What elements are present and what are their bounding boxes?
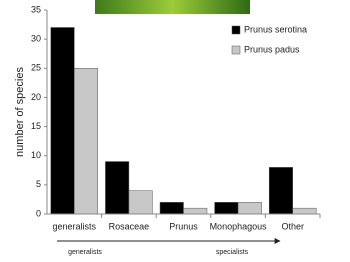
legend-swatch [232,26,240,34]
annotation: generalists [68,249,102,256]
header-image [95,0,250,14]
bar [184,208,207,214]
bar [293,208,316,214]
y-tick-label: 5 [36,179,41,189]
legend-label: Prunus padus [244,44,300,54]
bar [160,202,183,214]
x-tick-label: Monophagous [210,221,268,231]
y-axis-label: number of species [14,67,26,157]
bar [238,202,261,214]
bar [74,68,97,214]
bar [269,167,292,214]
x-tick-label: Prunus [169,221,198,231]
y-tick-label: 25 [31,63,41,73]
bar [129,191,152,214]
x-tick-label: Rosaceae [109,221,150,231]
bar [51,27,74,214]
y-tick-label: 10 [31,150,41,160]
legend-label: Prunus serotina [244,24,307,34]
bar [105,162,128,214]
bar [215,202,238,214]
y-tick-label: 15 [31,121,41,131]
legend-swatch [232,46,240,54]
y-tick-label: 35 [31,4,41,14]
y-tick-label: 30 [31,34,41,44]
y-tick-label: 20 [31,92,41,102]
chart: number of species generalists specialist… [0,0,350,262]
x-tick-label: Other [281,221,304,231]
y-tick-label: 0 [36,208,41,218]
x-tick-label: generalists [53,221,97,231]
annotation: specialists [216,249,249,256]
